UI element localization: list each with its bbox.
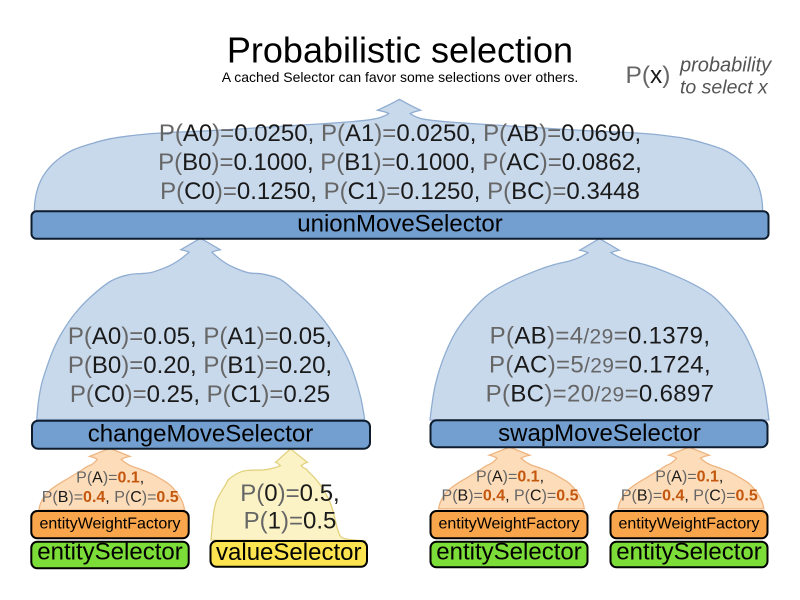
svg-text:P(AB)=4/29=0.1379,: P(AB)=4/29=0.1379, bbox=[490, 323, 711, 350]
svg-text:swapMoveSelector: swapMoveSelector bbox=[498, 420, 701, 447]
svg-text:P(x): P(x) bbox=[626, 62, 671, 89]
svg-text:P(A0)=0.0250, P(A1)=0.0250, P(: P(A0)=0.0250, P(A1)=0.0250, P(AB)=0.0690… bbox=[159, 120, 641, 147]
svg-text:changeMoveSelector: changeMoveSelector bbox=[88, 421, 313, 448]
svg-text:P(C0)=0.1250, P(C1)=0.1250, P(: P(C0)=0.1250, P(C1)=0.1250, P(BC)=0.3448 bbox=[160, 178, 640, 205]
svg-text:P(0)=0.5,: P(0)=0.5, bbox=[240, 480, 339, 507]
svg-text:to select x: to select x bbox=[680, 77, 769, 99]
svg-text:P(B0)=0.20, P(B1)=0.20,: P(B0)=0.20, P(B1)=0.20, bbox=[68, 352, 332, 379]
svg-text:P(A)=0.1,: P(A)=0.1, bbox=[655, 469, 723, 486]
svg-text:entitySelector: entitySelector bbox=[436, 539, 581, 566]
svg-text:P(B)=0.4, P(C)=0.5: P(B)=0.4, P(C)=0.5 bbox=[42, 489, 179, 506]
svg-text:entitySelector: entitySelector bbox=[37, 539, 182, 566]
svg-text:P(B)=0.4, P(C)=0.5: P(B)=0.4, P(C)=0.5 bbox=[621, 488, 758, 505]
svg-text:P(A0)=0.05, P(A1)=0.05,: P(A0)=0.05, P(A1)=0.05, bbox=[68, 323, 332, 350]
svg-text:probability: probability bbox=[679, 55, 772, 77]
svg-text:entityWeightFactory: entityWeightFactory bbox=[618, 515, 759, 532]
svg-text:A cached Selector can favor so: A cached Selector can favor some selecti… bbox=[222, 69, 578, 85]
svg-text:P(A)=0.1,: P(A)=0.1, bbox=[476, 469, 544, 486]
svg-text:P(1)=0.5: P(1)=0.5 bbox=[244, 508, 337, 535]
svg-text:P(AC)=5/29=0.1724,: P(AC)=5/29=0.1724, bbox=[489, 352, 711, 379]
svg-text:valueSelector: valueSelector bbox=[216, 539, 361, 566]
svg-text:Probabilistic selection: Probabilistic selection bbox=[227, 30, 573, 71]
svg-text:P(C0)=0.25, P(C1)=0.25: P(C0)=0.25, P(C1)=0.25 bbox=[70, 381, 330, 408]
svg-text:P(B)=0.4, P(C)=0.5: P(B)=0.4, P(C)=0.5 bbox=[442, 488, 579, 505]
svg-text:entityWeightFactory: entityWeightFactory bbox=[39, 515, 180, 532]
svg-text:unionMoveSelector: unionMoveSelector bbox=[297, 211, 502, 238]
svg-text:entitySelector: entitySelector bbox=[616, 539, 761, 566]
svg-text:P(B0)=0.1000, P(B1)=0.1000, P(: P(B0)=0.1000, P(B1)=0.1000, P(AC)=0.0862… bbox=[158, 149, 642, 176]
svg-text:P(A)=0.1,: P(A)=0.1, bbox=[76, 470, 144, 487]
svg-text:P(BC)=20/29=0.6897: P(BC)=20/29=0.6897 bbox=[486, 381, 715, 408]
svg-text:entityWeightFactory: entityWeightFactory bbox=[438, 515, 579, 532]
